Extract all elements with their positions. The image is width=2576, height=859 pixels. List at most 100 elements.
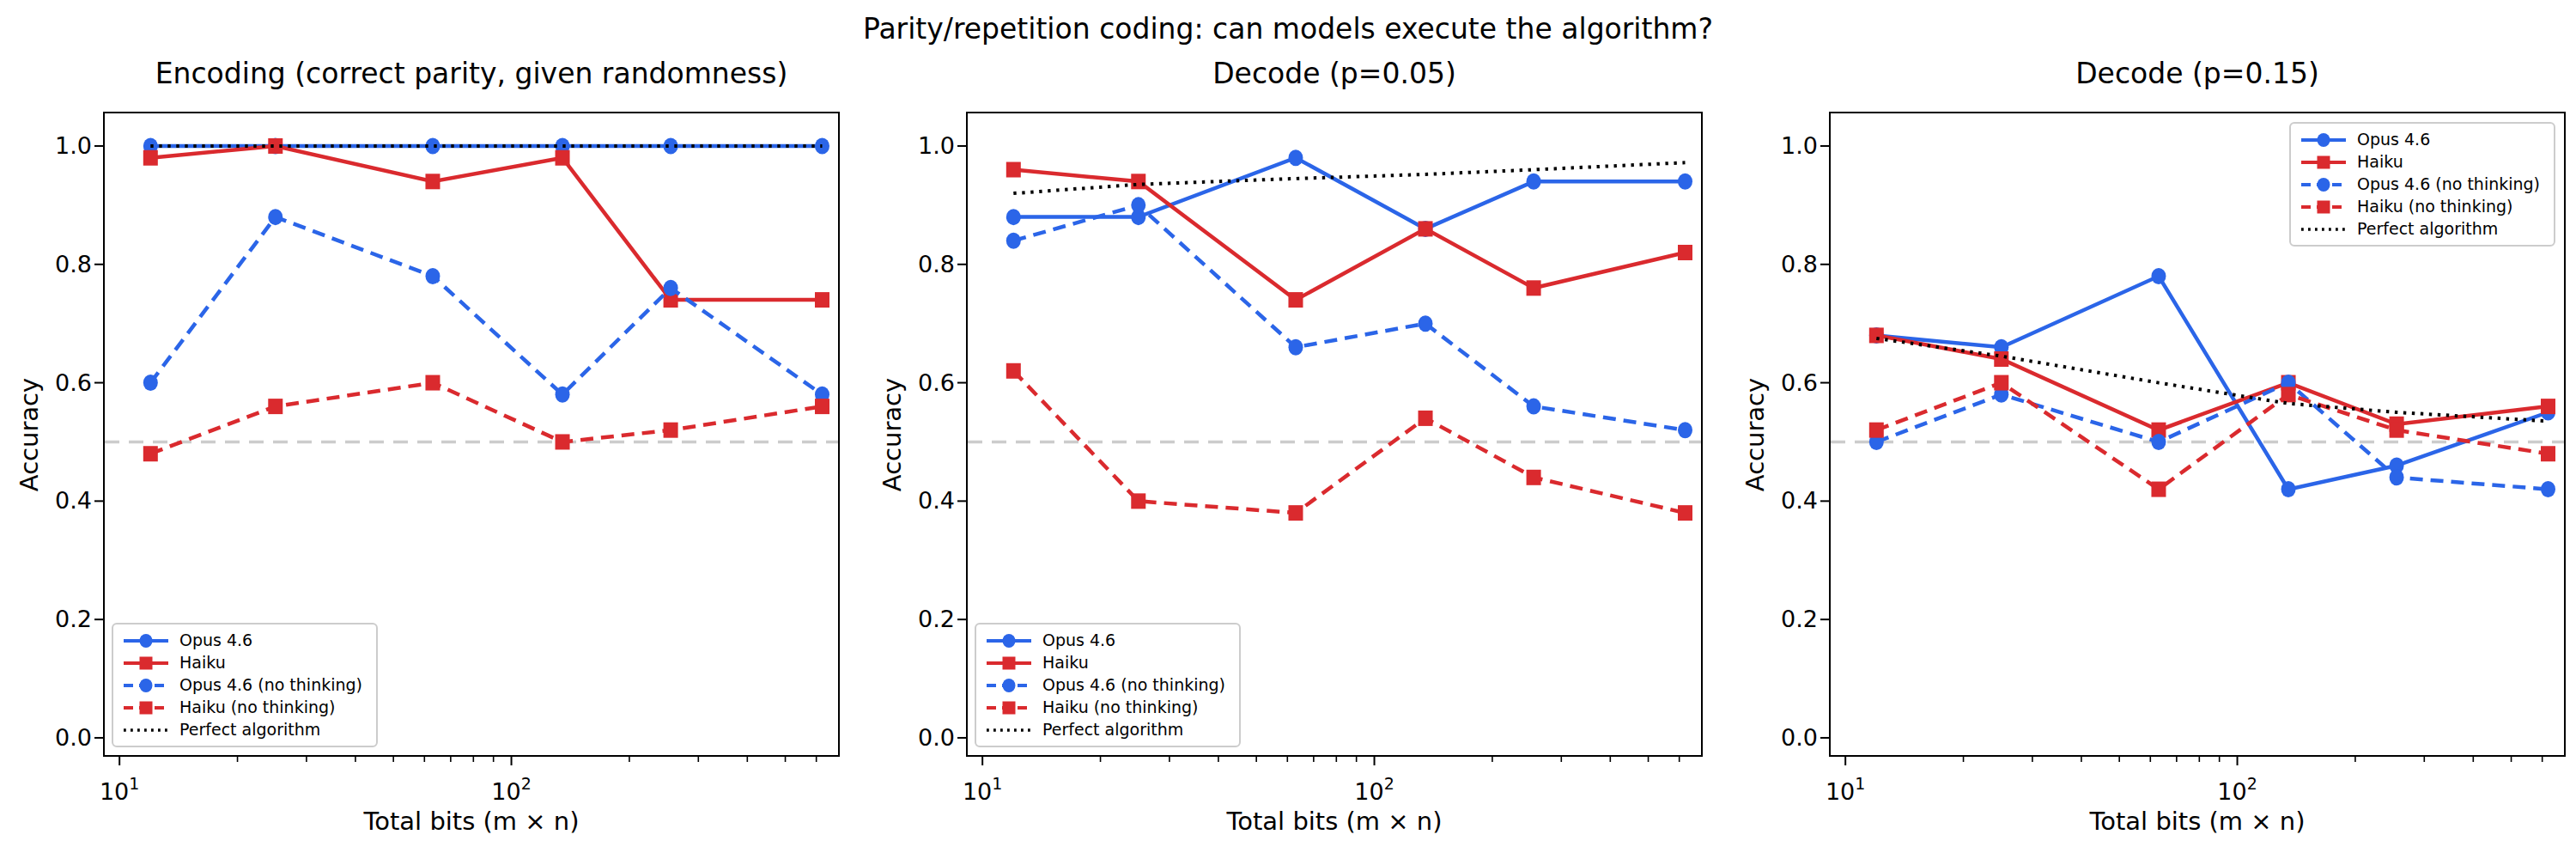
y-tick-label: 0.6 (1758, 370, 1818, 396)
data-point-opus-4-6-no-thinking (268, 209, 283, 225)
data-point-haiku-no-thinking (1527, 470, 1541, 485)
data-point-opus-4-6 (1006, 209, 1021, 225)
x-tick-label: 102 (471, 772, 553, 805)
data-point-opus-4-6 (1527, 174, 1541, 190)
x-tick-base: 10 (2217, 778, 2246, 805)
legend-marker-sample (2318, 133, 2330, 147)
x-tick-base: 10 (963, 778, 992, 805)
y-tick-label: 0.4 (32, 488, 92, 514)
subplot-decode-p015: Decode (p=0.15) Accuracy Total bits (m ×… (1829, 112, 2566, 757)
legend-swatch-perfect-algorithm-icon (985, 721, 1033, 740)
y-tick-label: 0.6 (895, 370, 955, 396)
data-point-haiku-no-thinking (268, 399, 283, 414)
legend-entry: Haiku (no thinking) (2300, 197, 2540, 216)
x-tick-label: 102 (1334, 772, 1416, 805)
x-tick-base: 10 (491, 778, 520, 805)
y-tick-label: 0.8 (1758, 252, 1818, 277)
legend-label: Opus 4.6 (1042, 631, 1115, 650)
legend-swatch-haiku-no-thinking-icon (122, 698, 170, 717)
data-point-opus-4-6-no-thinking (425, 268, 440, 284)
series-line-opus-4-6 (1013, 158, 1685, 229)
legend-marker-sample (1003, 679, 1016, 692)
legend-marker-sample (1003, 701, 1016, 714)
data-point-opus-4-6-no-thinking (2390, 469, 2404, 485)
legend-swatch-perfect-algorithm-icon (2300, 220, 2348, 239)
data-point-haiku (143, 150, 158, 166)
data-point-haiku-no-thinking (2390, 423, 2404, 438)
series-line-opus-4-6 (1876, 277, 2548, 490)
data-point-opus-4-6-no-thinking (1288, 339, 1303, 356)
data-point-opus-4-6-no-thinking (1678, 422, 1692, 438)
series-line-opus-4-6-no-thinking (1013, 205, 1685, 430)
legend-marker-sample (140, 701, 153, 714)
legend-swatch-opus-4-6-no-thinking-icon (122, 676, 170, 695)
data-point-haiku (1869, 327, 1884, 343)
data-point-haiku-no-thinking (815, 399, 829, 414)
legend-entry: Haiku (no thinking) (122, 698, 362, 717)
x-tick-base: 10 (1826, 778, 1855, 805)
y-tick-label: 0.6 (32, 370, 92, 396)
data-point-haiku-no-thinking (1869, 423, 1884, 438)
legend-swatch-haiku-no-thinking-icon (985, 698, 1033, 717)
legend-swatch-haiku-icon (2300, 153, 2348, 172)
data-point-haiku (1994, 351, 2008, 367)
data-point-haiku (815, 292, 829, 308)
legend-swatch-opus-4-6-no-thinking-icon (985, 676, 1033, 695)
x-axis-label: Total bits (m × n) (966, 807, 1703, 836)
data-point-opus-4-6-no-thinking (664, 280, 678, 296)
data-point-opus-4-6-no-thinking (143, 375, 158, 391)
legend: Opus 4.6HaikuOpus 4.6 (no thinking)Haiku… (112, 623, 378, 747)
legend-swatch-opus-4-6-icon (122, 631, 170, 650)
data-point-opus-4-6-no-thinking (1419, 315, 1433, 332)
data-point-haiku-no-thinking (1006, 363, 1021, 379)
series-line-opus-4-6-no-thinking (150, 217, 822, 395)
series-line-haiku (150, 146, 822, 300)
data-point-haiku (1678, 245, 1692, 260)
legend-label: Haiku (1042, 653, 1089, 673)
legend-entry: Opus 4.6 (no thinking) (2300, 174, 2540, 194)
subplot-title: Encoding (correct parity, given randomne… (103, 57, 840, 91)
legend-label: Haiku (no thinking) (1042, 698, 1198, 717)
data-point-haiku (556, 150, 570, 166)
subplot-title: Decode (p=0.15) (1829, 57, 2566, 91)
x-tick-base: 10 (100, 778, 129, 805)
x-axis-label: Total bits (m × n) (103, 807, 840, 836)
legend-marker-sample (140, 679, 153, 692)
data-point-opus-4-6 (815, 137, 829, 154)
data-point-haiku-no-thinking (1994, 375, 2008, 391)
x-tick-exponent: 2 (2247, 774, 2257, 793)
y-tick-label: 0.4 (895, 488, 955, 514)
legend-entry: Haiku (985, 653, 1225, 673)
legend: Opus 4.6 HaikuOpus 4.6 (no thinking) Haiku… (975, 623, 1241, 747)
data-point-opus-4-6-no-thinking (1131, 197, 1145, 213)
x-tick-exponent: 2 (521, 774, 532, 793)
y-tick-label: 0.0 (1758, 725, 1818, 751)
y-tick-label: 0.2 (32, 606, 92, 632)
data-point-haiku-no-thinking (1419, 411, 1433, 426)
legend-marker-sample (1003, 634, 1016, 648)
x-tick-label: 101 (1804, 772, 1886, 805)
legend-marker-sample (140, 634, 153, 648)
data-point-haiku (425, 174, 440, 189)
y-tick-label: 0.0 (32, 725, 92, 751)
y-tick-label: 0.4 (1758, 488, 1818, 514)
data-point-haiku-no-thinking (1288, 505, 1303, 521)
legend-label: Haiku (no thinking) (2357, 197, 2512, 216)
data-point-haiku-no-thinking (2151, 482, 2166, 497)
data-point-opus-4-6-no-thinking (2151, 434, 2166, 450)
data-point-haiku (1288, 292, 1303, 308)
legend-entry: Opus 4.6 (no thinking) (985, 675, 1225, 695)
data-point-haiku (1527, 280, 1541, 295)
subplot-decode-p005: Decode (p=0.05) Accuracy Total bits (m ×… (966, 112, 1703, 757)
legend-swatch-opus-4-6-icon (2300, 131, 2348, 149)
x-tick-exponent: 2 (1384, 774, 1394, 793)
series-line-haiku-no-thinking (1876, 383, 2548, 490)
legend-label: Perfect algorithm (1042, 720, 1183, 740)
data-point-opus-4-6-no-thinking (1006, 233, 1021, 249)
data-point-opus-4-6 (2151, 268, 2166, 284)
legend-entry: Perfect algorithm (122, 720, 362, 740)
legend-label: Haiku (2357, 152, 2403, 172)
legend-label: Opus 4.6 (2357, 130, 2430, 149)
legend-marker-sample (2318, 200, 2330, 213)
data-point-haiku-no-thinking (143, 446, 158, 461)
